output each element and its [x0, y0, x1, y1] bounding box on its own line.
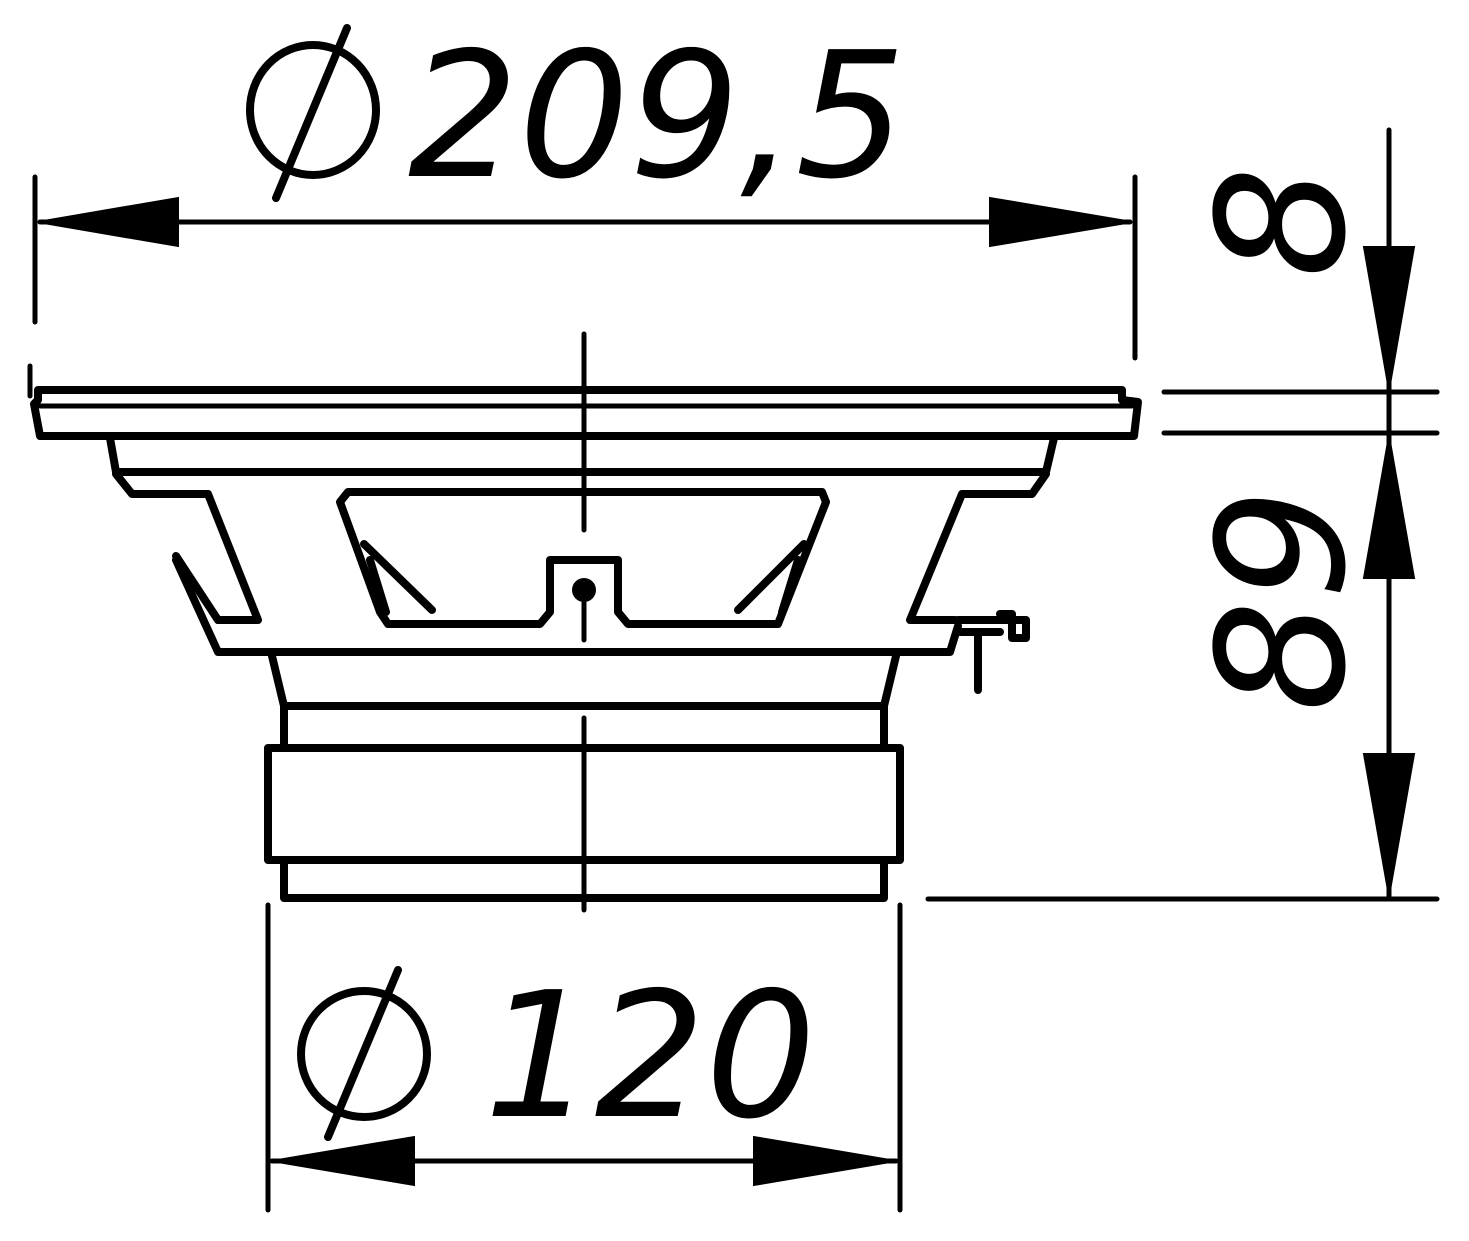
depth-arrow-bottom	[1362, 753, 1416, 897]
magnet-diameter-symbol	[297, 966, 431, 1141]
flange-arrow-top	[1362, 246, 1416, 391]
outer-diameter-arrow-left	[37, 196, 179, 248]
outer-diameter-dimension: 209,5	[32, 15, 1138, 361]
speaker-body	[27, 331, 1142, 913]
flange-arrow-bottom	[1362, 435, 1416, 579]
outer-diameter-value: 209,5	[408, 15, 906, 218]
depth-dimensions: 8 89	[925, 127, 1440, 902]
speaker-cone	[336, 488, 830, 628]
magnet-diameter-arrow-left	[271, 1135, 415, 1187]
speaker-frame	[106, 434, 1058, 476]
magnet-diameter-value: 120	[484, 955, 816, 1158]
outer-diameter-arrow-right	[989, 196, 1133, 248]
speaker-terminal	[954, 610, 1030, 642]
pole-piece	[572, 578, 596, 602]
flange-thickness-value: 8	[1180, 166, 1385, 278]
speaker-flange	[30, 386, 1142, 440]
magnet-diameter-dimension: 120	[265, 902, 903, 1213]
magnet-diameter-arrow-right	[753, 1135, 897, 1187]
mounting-depth-value: 89	[1180, 488, 1385, 712]
outer-diameter-symbol	[246, 24, 380, 202]
